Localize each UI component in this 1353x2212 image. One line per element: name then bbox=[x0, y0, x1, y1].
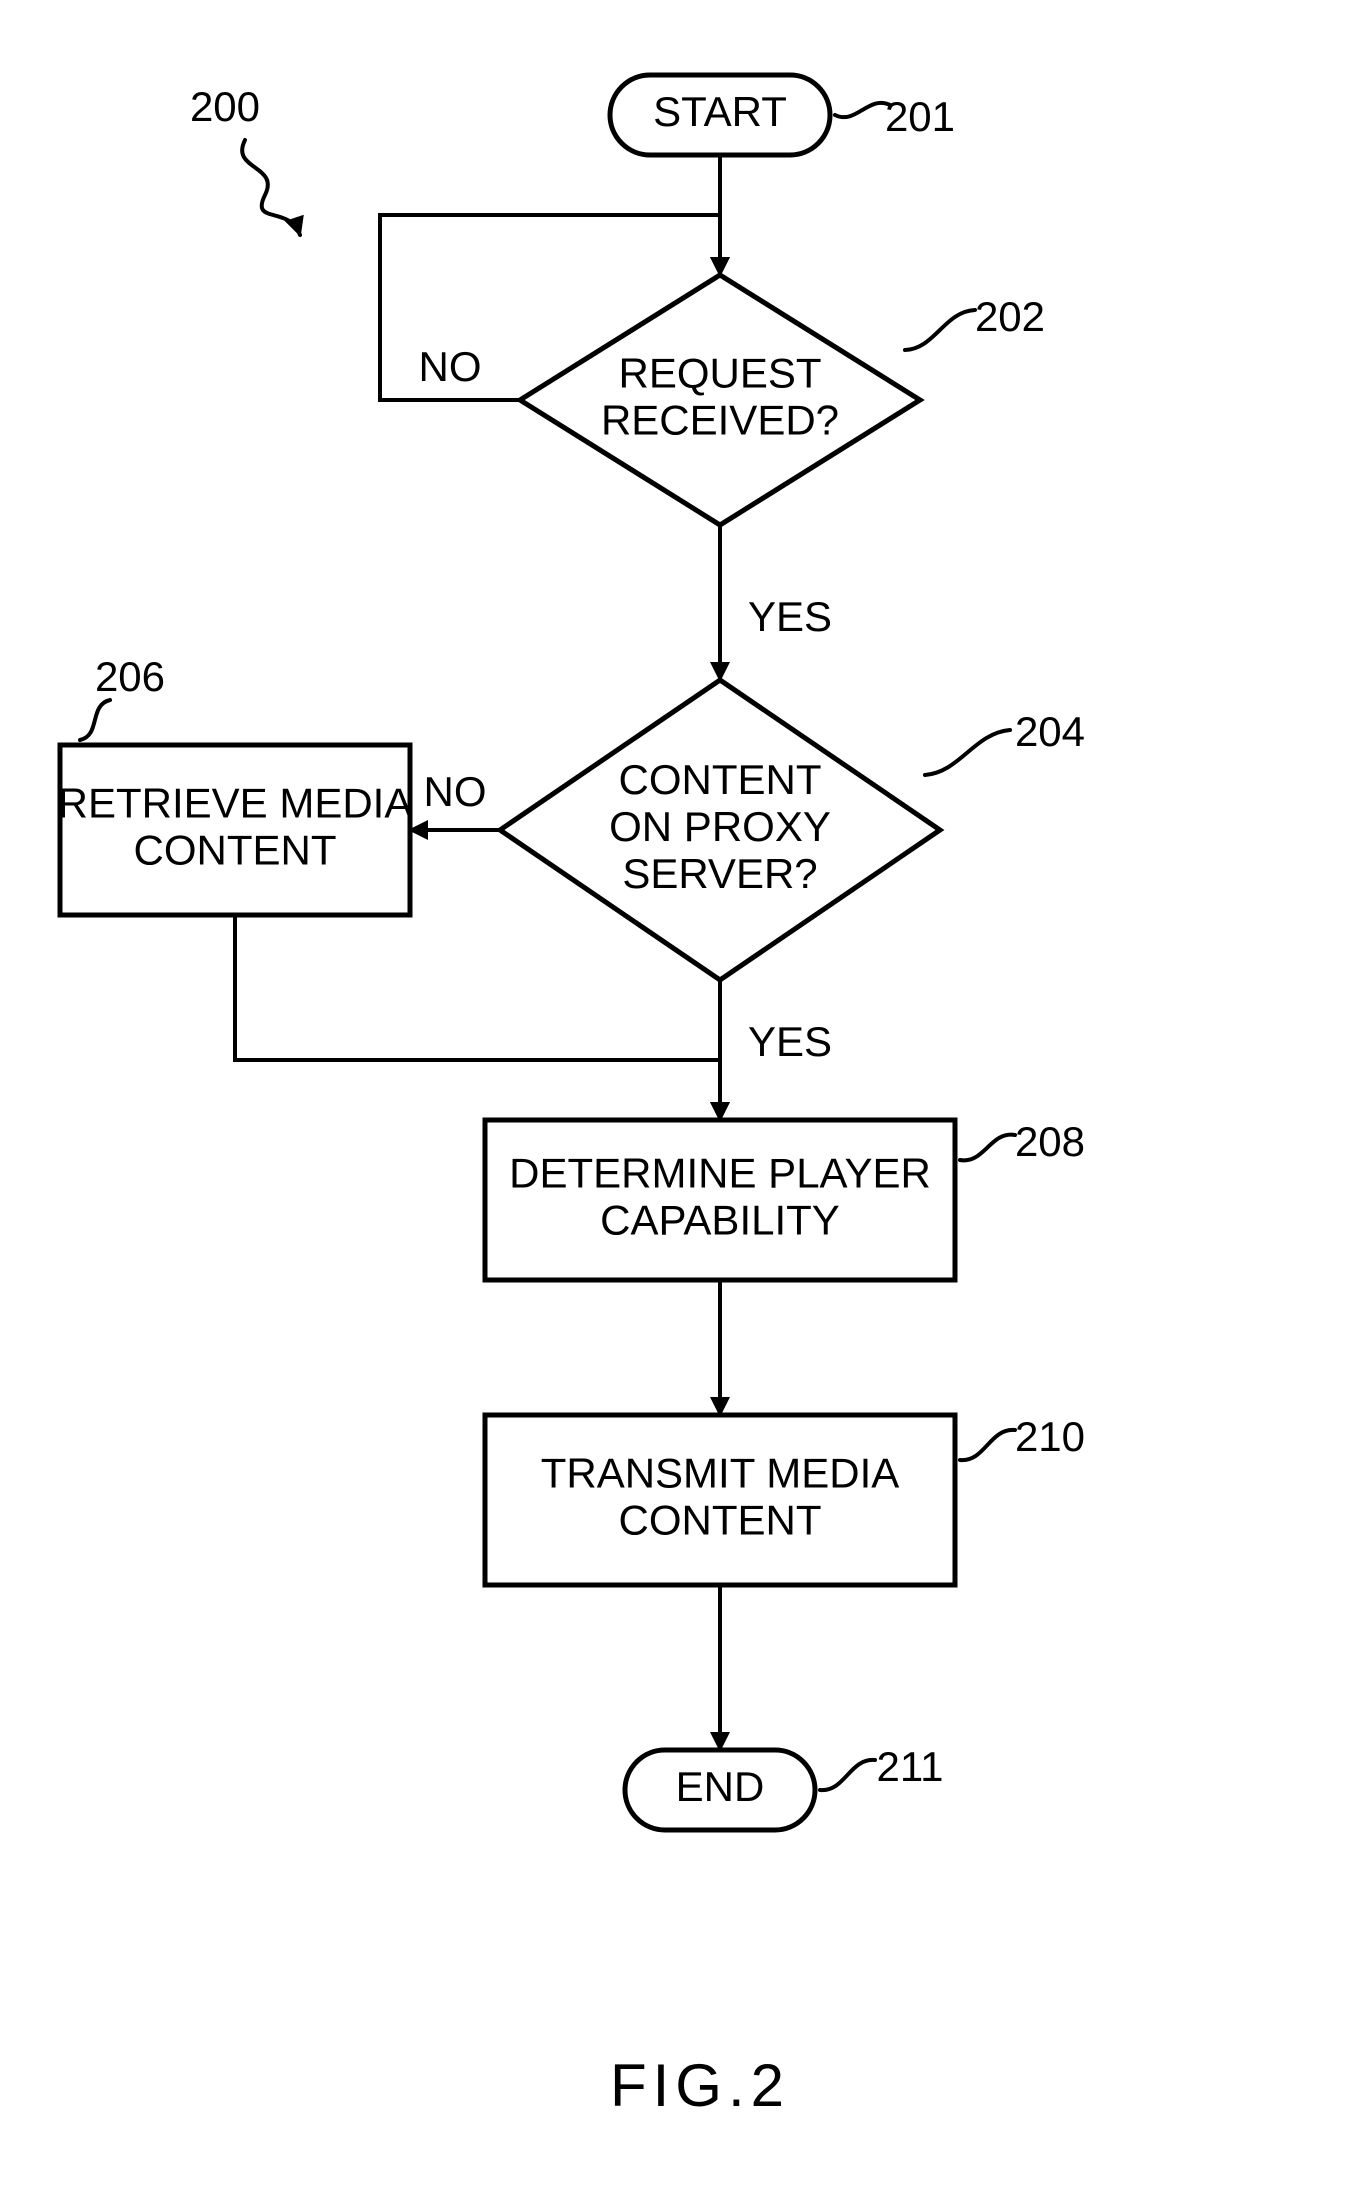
ref-label-d2: 204 bbox=[1015, 708, 1085, 755]
node-end: END bbox=[625, 1750, 815, 1830]
edge-label-d1-d2: YES bbox=[748, 593, 832, 640]
ref-label-p2: 208 bbox=[1015, 1118, 1085, 1165]
node-start: START bbox=[610, 75, 830, 155]
node-d2-line0: CONTENT bbox=[619, 756, 822, 803]
edge-label-d2-p2: YES bbox=[748, 1018, 832, 1065]
node-d1-line0: REQUEST bbox=[618, 350, 821, 397]
ref-label-start: 201 bbox=[885, 93, 955, 140]
node-p2: DETERMINE PLAYERCAPABILITY bbox=[485, 1120, 955, 1280]
node-start-line0: START bbox=[653, 88, 787, 135]
node-p3: TRANSMIT MEDIACONTENT bbox=[485, 1415, 955, 1585]
ref-squiggle-p3 bbox=[960, 1430, 1015, 1460]
ref-squiggle-p1 bbox=[80, 700, 110, 740]
ref-squiggle-start bbox=[835, 103, 890, 117]
node-p1-line0: RETRIEVE MEDIA bbox=[58, 780, 413, 827]
node-d1: REQUESTRECEIVED? bbox=[520, 275, 920, 525]
figure-caption: FIG.2 bbox=[610, 2052, 790, 2119]
ref-label-p3: 210 bbox=[1015, 1413, 1085, 1460]
node-p1-line1: CONTENT bbox=[134, 827, 337, 874]
node-p2-line1: CAPABILITY bbox=[600, 1197, 840, 1244]
ref-squiggle-d1 bbox=[905, 310, 975, 350]
node-p2-line0: DETERMINE PLAYER bbox=[509, 1150, 931, 1197]
ref-squiggle-end bbox=[820, 1760, 875, 1790]
node-p1: RETRIEVE MEDIACONTENT bbox=[58, 745, 413, 915]
ref-label-d1: 202 bbox=[975, 293, 1045, 340]
ref-label-p1: 206 bbox=[95, 653, 165, 700]
edge-p1-merge bbox=[235, 915, 720, 1120]
ref-squiggle-p2 bbox=[960, 1135, 1015, 1161]
edge-label-d2-p1: NO bbox=[424, 768, 487, 815]
node-p3-line0: TRANSMIT MEDIA bbox=[541, 1450, 900, 1497]
ref-label-end: 211 bbox=[877, 1743, 944, 1790]
ref-squiggle-d2 bbox=[925, 730, 1010, 775]
node-end-line0: END bbox=[676, 1763, 765, 1810]
node-p3-line1: CONTENT bbox=[619, 1497, 822, 1544]
node-d2-line2: SERVER? bbox=[622, 850, 817, 897]
node-d1-line1: RECEIVED? bbox=[601, 397, 839, 444]
figure-ref-arrow bbox=[242, 140, 300, 235]
figure-ref-label: 200 bbox=[190, 83, 260, 130]
node-d2-line1: ON PROXY bbox=[609, 803, 831, 850]
edge-label-d1-no: NO bbox=[419, 343, 482, 390]
node-d2: CONTENTON PROXYSERVER? bbox=[500, 680, 940, 980]
